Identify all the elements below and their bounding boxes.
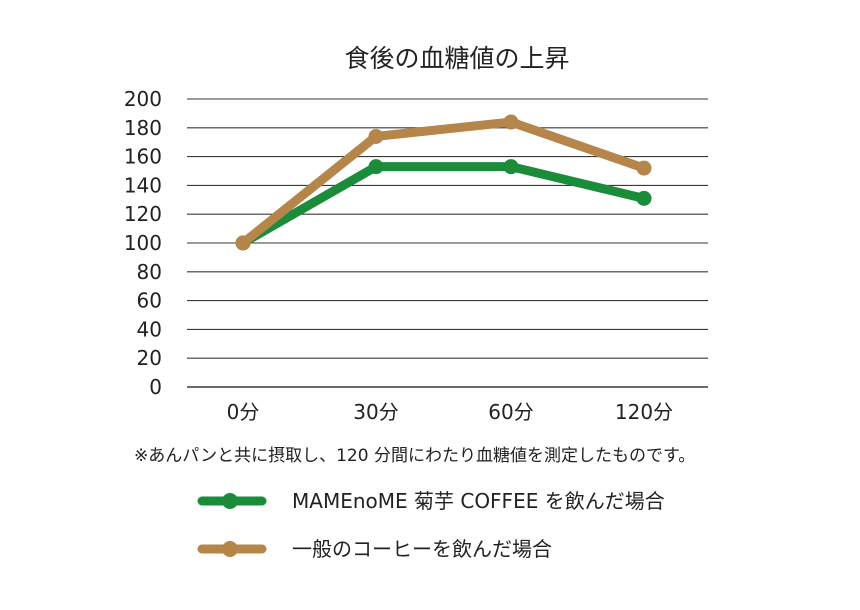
data-point: [503, 114, 519, 130]
data-point: [368, 128, 384, 144]
x-tick-label: 30分: [353, 400, 398, 424]
series-lines: [235, 114, 652, 251]
y-tick-label: 100: [124, 231, 162, 255]
series-line: [238, 162, 649, 248]
chart-footnote: ※あんパンと共に摂取し、120 分間にわたり血糖値を測定したものです。: [134, 446, 695, 466]
legend-swatch-marker: [222, 493, 238, 509]
y-tick-label: 140: [124, 173, 162, 197]
y-tick-label: 180: [124, 116, 162, 140]
legend-entry: MAMEnoME 菊芋 COFFEE を飲んだ場合: [197, 489, 665, 513]
y-tick-label: 0: [149, 375, 162, 399]
data-point: [503, 159, 519, 175]
data-point: [636, 160, 652, 176]
y-tick-label: 200: [124, 87, 162, 111]
series-line: [238, 117, 649, 248]
data-point: [368, 159, 384, 175]
gridlines: [187, 98, 708, 388]
legend-entry: 一般のコーヒーを飲んだ場合: [197, 537, 552, 561]
y-tick-label: 40: [137, 317, 162, 341]
series-1: [235, 159, 652, 251]
x-tick-label: 60分: [488, 400, 533, 424]
y-tick-label: 160: [124, 145, 162, 169]
legend-label: MAMEnoME 菊芋 COFFEE を飲んだ場合: [292, 489, 665, 513]
x-tick-label: 120分: [615, 400, 673, 424]
x-tick-label: 0分: [227, 400, 260, 424]
x-axis-ticks: 0分 30分 60分 120分: [227, 400, 673, 424]
legend-label: 一般のコーヒーを飲んだ場合: [292, 537, 552, 561]
chart-title: 食後の血糖値の上昇: [344, 44, 569, 73]
y-tick-label: 120: [124, 202, 162, 226]
y-tick-label: 60: [137, 289, 162, 313]
series-2: [235, 114, 652, 251]
y-tick-label: 80: [137, 260, 162, 284]
y-tick-label: 20: [137, 346, 162, 370]
legend-swatch-marker: [222, 541, 238, 557]
data-point: [636, 190, 652, 206]
data-point: [235, 235, 251, 251]
